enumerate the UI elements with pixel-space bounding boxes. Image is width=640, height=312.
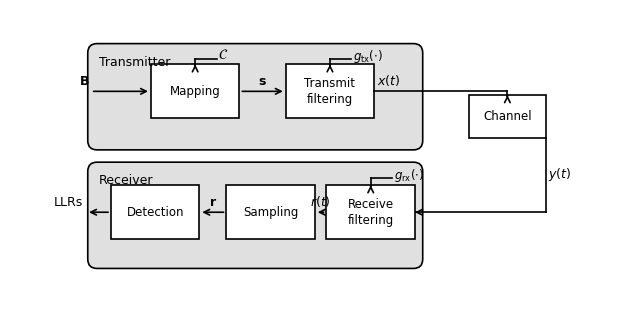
Text: $\mathbf{B}$: $\mathbf{B}$ [79,75,90,88]
Text: LLRs: LLRs [54,196,83,209]
Text: $g_{\mathrm{rx}}(\cdot)$: $g_{\mathrm{rx}}(\cdot)$ [394,167,424,184]
Text: Transmit
filtering: Transmit filtering [305,77,355,106]
Text: $\mathbf{s}$: $\mathbf{s}$ [258,75,267,88]
Text: Detection: Detection [126,206,184,219]
FancyBboxPatch shape [88,162,422,268]
Text: $\mathcal{C}$: $\mathcal{C}$ [218,48,228,62]
Bar [285,64,374,118]
Text: $y(t)$: $y(t)$ [548,166,572,183]
Bar [151,64,239,118]
Text: Transmitter: Transmitter [99,56,170,69]
Text: $x(t)$: $x(t)$ [376,73,400,88]
Bar [326,185,415,239]
Text: Receiver: Receiver [99,174,153,188]
Text: Receive
filtering: Receive filtering [348,198,394,227]
Text: $\mathbf{r}$: $\mathbf{r}$ [209,196,217,209]
Bar [227,185,315,239]
Text: $g_{\mathrm{tx}}(\cdot)$: $g_{\mathrm{tx}}(\cdot)$ [353,48,383,65]
Text: Mapping: Mapping [170,85,221,98]
Text: Channel: Channel [483,110,532,123]
FancyBboxPatch shape [88,44,422,150]
Text: Sampling: Sampling [243,206,298,219]
Text: $r(t)$: $r(t)$ [310,194,331,209]
Bar [469,95,546,138]
Bar [111,185,200,239]
